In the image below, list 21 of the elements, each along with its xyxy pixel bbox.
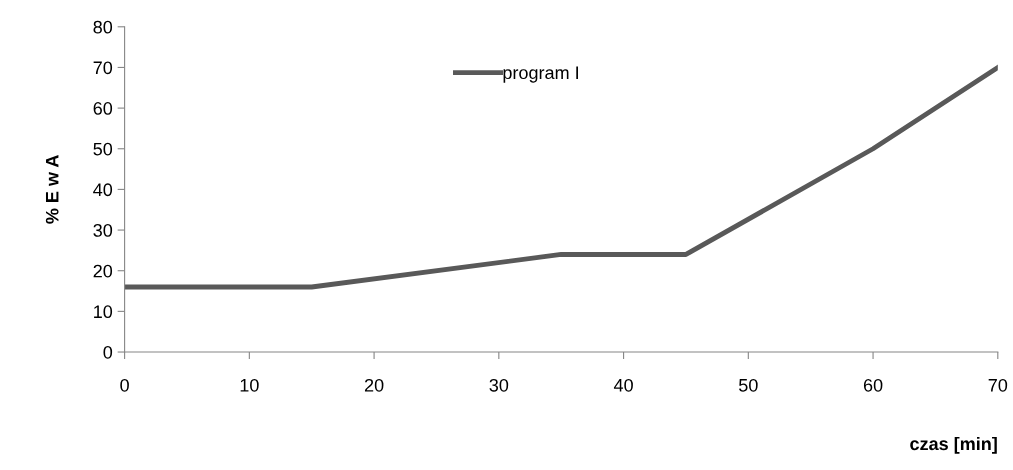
x-tick-label: 20 <box>364 378 384 392</box>
y-tick-label: 10 <box>94 305 113 319</box>
y-tick-label: 70 <box>93 61 113 75</box>
y-tick-label: 30 <box>93 224 113 237</box>
y-tick-label: 80 <box>93 20 113 34</box>
y-tick-label: 50 <box>93 142 113 156</box>
x-tick-label: 40 <box>613 378 633 392</box>
legend-label: program I <box>503 66 578 83</box>
x-tick-label: 10 <box>240 378 259 392</box>
x-tick-label: 30 <box>489 378 509 392</box>
y-tick-label: 20 <box>93 264 113 278</box>
x-tick-label: 60 <box>863 378 883 392</box>
y-tick-label: 40 <box>93 183 113 197</box>
x-tick-label: 70 <box>988 378 1008 392</box>
y-axis-title: % E w A <box>45 155 59 224</box>
x-tick-label: 50 <box>739 378 758 392</box>
x-axis-title: czas [min] <box>910 436 997 454</box>
y-tick-label: 60 <box>93 102 113 115</box>
line-series <box>124 65 998 290</box>
y-tick-label: 0 <box>103 345 113 359</box>
x-tick-label: 0 <box>120 378 129 392</box>
